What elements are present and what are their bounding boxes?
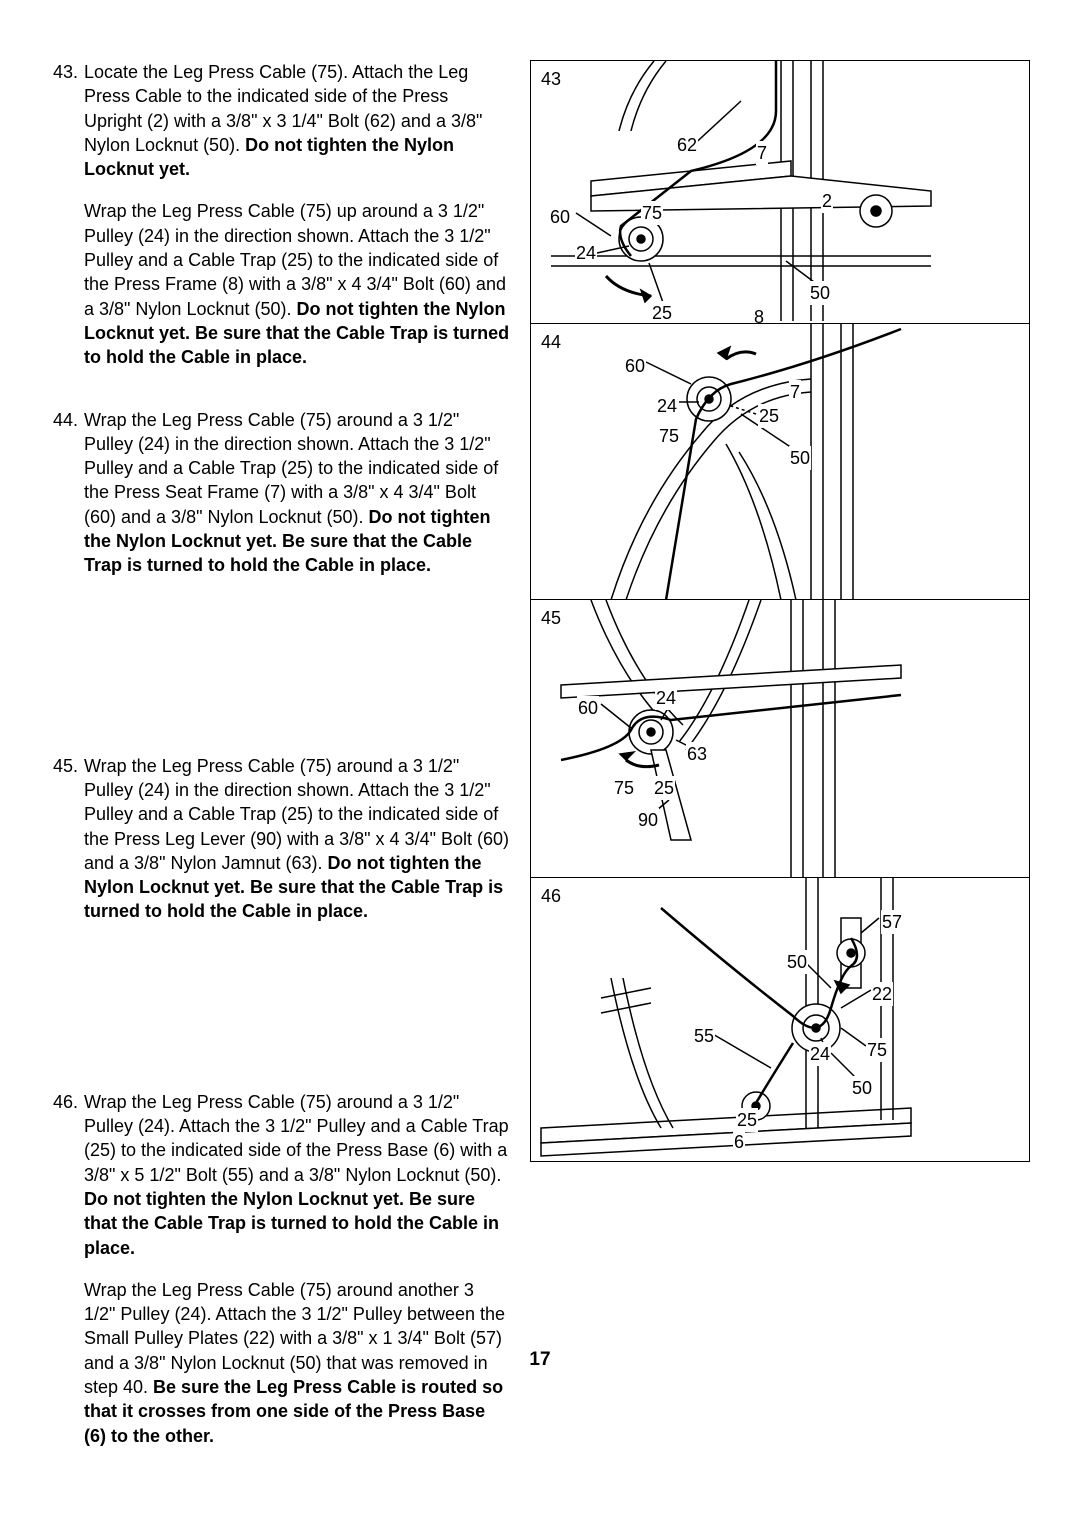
spacer xyxy=(50,604,510,754)
callout-label: 2 xyxy=(821,189,833,213)
step-body: Wrap the Leg Press Cable (75) around a 3… xyxy=(84,408,510,596)
diagram-column: 43 xyxy=(530,60,1030,1474)
instruction-step: 45.Wrap the Leg Press Cable (75) around … xyxy=(50,754,510,942)
page: 43.Locate the Leg Press Cable (75). Atta… xyxy=(0,0,1080,1514)
callout-label: 7 xyxy=(756,141,768,165)
step-paragraph: Wrap the Leg Press Cable (75) around a 3… xyxy=(84,408,510,578)
callout-label: 24 xyxy=(656,394,678,418)
callout-label: 50 xyxy=(851,1076,873,1100)
spacer xyxy=(50,396,510,408)
step-body: Wrap the Leg Press Cable (75) around a 3… xyxy=(84,1090,510,1466)
callout-label: 25 xyxy=(653,776,675,800)
diagram-44-svg xyxy=(531,324,1030,600)
callout-label: 7 xyxy=(789,380,801,404)
step-paragraph: Wrap the Leg Press Cable (75) up around … xyxy=(84,199,510,369)
body-text: Wrap the Leg Press Cable (75) around a 3… xyxy=(84,1092,509,1185)
diagram-45: 45 xyxy=(530,600,1030,878)
step-body: Locate the Leg Press Cable (75). Attach … xyxy=(84,60,510,388)
diagram-44: 44 xyxy=(530,324,1030,600)
step-paragraph: Locate the Leg Press Cable (75). Attach … xyxy=(84,60,510,181)
callout-label: 22 xyxy=(871,982,893,1006)
callout-label: 75 xyxy=(866,1038,888,1062)
callout-label: 24 xyxy=(655,686,677,710)
callout-label: 55 xyxy=(693,1024,715,1048)
callout-label: 60 xyxy=(577,696,599,720)
callout-label: 24 xyxy=(575,241,597,265)
instruction-column: 43.Locate the Leg Press Cable (75). Atta… xyxy=(50,60,530,1474)
callout-label: 75 xyxy=(658,424,680,448)
callout-label: 60 xyxy=(624,354,646,378)
step-number: 44. xyxy=(50,408,84,596)
instruction-step: 43.Locate the Leg Press Cable (75). Atta… xyxy=(50,60,510,388)
callout-label: 75 xyxy=(613,776,635,800)
diagram-46-svg xyxy=(531,878,1030,1162)
callout-label: 50 xyxy=(789,446,811,470)
callout-label: 50 xyxy=(809,281,831,305)
diagram-43-svg xyxy=(531,61,1030,324)
callout-label: 8 xyxy=(753,305,765,324)
instruction-step: 44.Wrap the Leg Press Cable (75) around … xyxy=(50,408,510,596)
callout-label: 60 xyxy=(549,205,571,229)
bold-text: Do not tighten the Nylon Locknut yet. Be… xyxy=(84,1189,499,1258)
callout-label: 90 xyxy=(637,808,659,832)
callout-label: 63 xyxy=(686,742,708,766)
callout-label: 25 xyxy=(651,301,673,324)
page-number: 17 xyxy=(0,1347,1080,1373)
step-number: 46. xyxy=(50,1090,84,1466)
callout-label: 62 xyxy=(676,133,698,157)
step-number: 45. xyxy=(50,754,84,942)
step-body: Wrap the Leg Press Cable (75) around a 3… xyxy=(84,754,510,942)
callout-label: 6 xyxy=(733,1130,745,1154)
step-number: 43. xyxy=(50,60,84,388)
diagram-46: 46 xyxy=(530,878,1030,1162)
diagram-45-svg xyxy=(531,600,1030,878)
callout-label: 25 xyxy=(736,1108,758,1132)
callout-label: 24 xyxy=(809,1042,831,1066)
callout-label: 57 xyxy=(881,910,903,934)
callout-label: 75 xyxy=(641,201,663,225)
diagram-43: 43 xyxy=(530,60,1030,324)
instruction-step: 46.Wrap the Leg Press Cable (75) around … xyxy=(50,1090,510,1466)
callout-label: 50 xyxy=(786,950,808,974)
spacer xyxy=(50,950,510,1090)
callout-label: 25 xyxy=(758,404,780,428)
step-paragraph: Wrap the Leg Press Cable (75) around a 3… xyxy=(84,1090,510,1260)
step-paragraph: Wrap the Leg Press Cable (75) around a 3… xyxy=(84,754,510,924)
